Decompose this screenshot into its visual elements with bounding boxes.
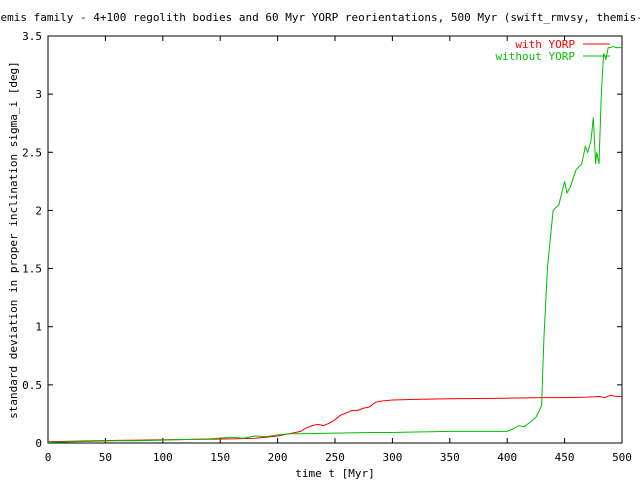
chart-title: Themis family - 4+100 regolith bodies an… <box>0 11 640 24</box>
x-tick-label: 0 <box>45 451 52 464</box>
y-tick-label: 3.5 <box>22 30 42 43</box>
x-tick-label: 350 <box>440 451 460 464</box>
x-tick-label: 450 <box>555 451 575 464</box>
y-axis-label: standard deviation in proper inclination… <box>7 61 20 419</box>
x-tick-label: 50 <box>99 451 112 464</box>
x-tick-label: 200 <box>268 451 288 464</box>
legend-label: with YORP <box>515 38 575 51</box>
legend-label: without YORP <box>496 50 576 63</box>
y-tick-label: 2.5 <box>22 146 42 159</box>
y-tick-label: 3 <box>35 88 42 101</box>
plot-frame <box>47 35 623 444</box>
x-tick-label: 500 <box>612 451 632 464</box>
y-tick-label: 1.5 <box>22 263 42 276</box>
axes: 0 50 100 150 200 250 300 350 400 450 500 0 0.5 1 1.5 2 2… <box>22 30 632 464</box>
x-tick-label: 300 <box>382 451 402 464</box>
y-tick-label: 1 <box>35 321 42 334</box>
x-tick-label: 250 <box>325 451 345 464</box>
x-axis-label: time t [Myr] <box>295 467 374 480</box>
y-tick-label: 2 <box>35 204 42 217</box>
series-line-1 <box>47 394 622 443</box>
x-tick-label: 400 <box>497 451 517 464</box>
series-line-2 <box>47 45 622 443</box>
x-tick-label: 100 <box>153 451 173 464</box>
y-tick-label: 0 <box>35 437 42 450</box>
y-tick-label: 0.5 <box>22 379 42 392</box>
x-tick-label: 150 <box>210 451 230 464</box>
series-layer <box>47 45 622 443</box>
